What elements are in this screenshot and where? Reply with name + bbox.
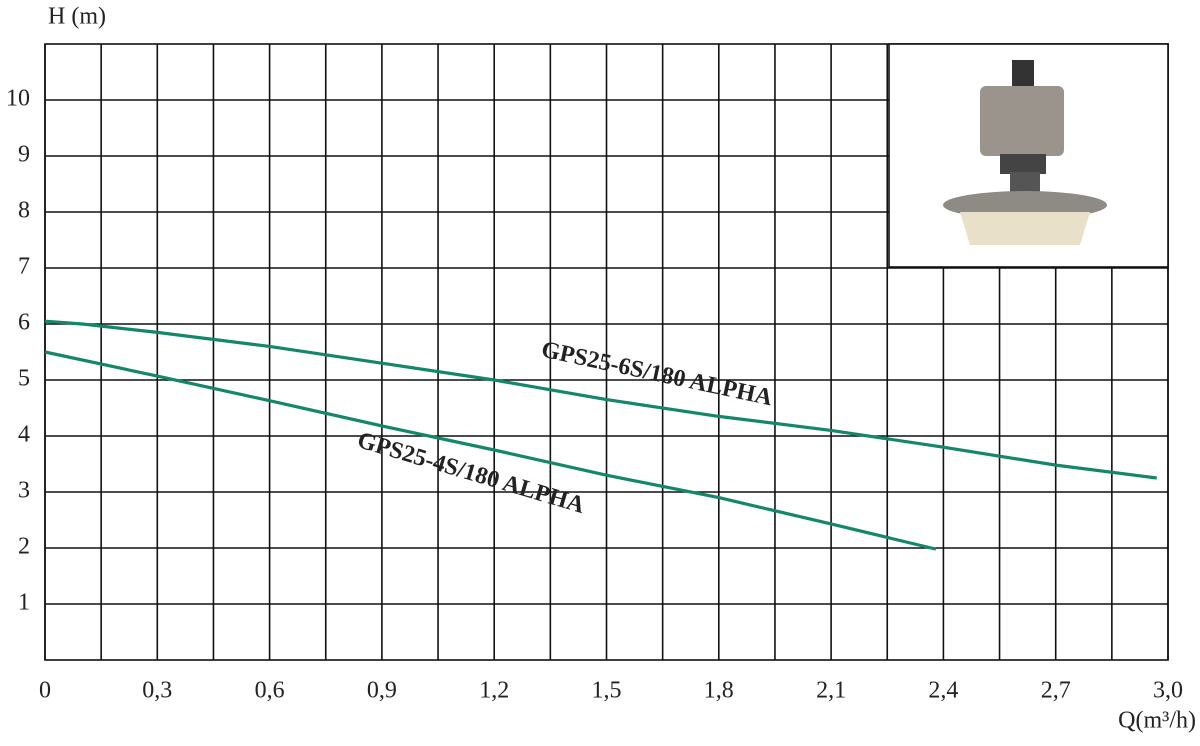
series-line	[44, 319, 1157, 480]
y-tick-label: 9	[18, 142, 30, 168]
pump-photo	[888, 43, 1169, 268]
y-tick-label: 3	[18, 478, 30, 504]
series-label: GPS25-4S/180 ALPHA	[354, 427, 588, 519]
x-tick-label: 2,4	[928, 678, 958, 704]
grid	[44, 43, 1169, 661]
series-line	[44, 350, 937, 551]
y-tick-label: 2	[18, 534, 30, 560]
x-tick-label: 0,6	[255, 678, 285, 704]
y-tick-label: 5	[18, 366, 30, 392]
x-tick-label: 2,1	[816, 678, 846, 704]
x-tick-label: 0	[39, 678, 51, 704]
y-tick-label: 1	[18, 590, 30, 616]
x-tick-label: 2,7	[1041, 678, 1071, 704]
y-tick-label: 6	[18, 310, 30, 336]
y-axis-label: H (m)	[48, 4, 106, 30]
x-tick-label: 1,5	[592, 678, 622, 704]
x-axis-label: Q(m³/h)	[1118, 708, 1196, 734]
y-tick-label: 10	[6, 86, 30, 112]
x-tick-label: 3,0	[1153, 678, 1183, 704]
series-label: GPS25-6S/180 ALPHA	[539, 337, 775, 412]
x-tick-label: 0,9	[367, 678, 397, 704]
y-tick-label: 4	[18, 422, 30, 448]
x-tick-label: 1,8	[704, 678, 734, 704]
y-tick-label: 7	[18, 254, 30, 280]
y-tick-label: 8	[18, 198, 30, 224]
x-tick-label: 0,3	[142, 678, 172, 704]
x-tick-label: 1,2	[479, 678, 509, 704]
